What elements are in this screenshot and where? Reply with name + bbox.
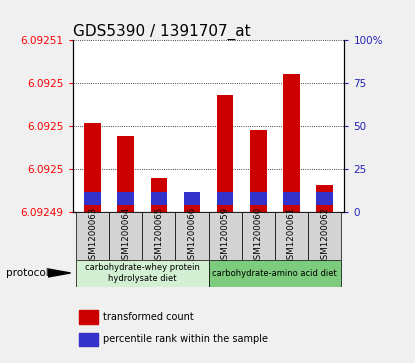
Bar [151, 178, 167, 212]
Bar [79, 333, 98, 346]
Bar [176, 212, 209, 260]
Bar [142, 212, 176, 260]
Text: GSM1200060: GSM1200060 [254, 207, 263, 265]
Bar [250, 130, 266, 212]
Text: GSM1200065: GSM1200065 [154, 207, 164, 265]
Polygon shape [48, 269, 71, 277]
Text: transformed count: transformed count [103, 312, 193, 322]
Text: GSM1200059: GSM1200059 [221, 207, 229, 265]
Bar [109, 212, 142, 260]
Bar [84, 192, 101, 205]
Bar [308, 212, 341, 260]
Text: GDS5390 / 1391707_at: GDS5390 / 1391707_at [73, 24, 250, 40]
Text: GSM1200061: GSM1200061 [287, 207, 296, 265]
Bar [316, 192, 333, 205]
Bar [117, 136, 134, 212]
Bar [275, 212, 308, 260]
Bar [283, 192, 300, 205]
Text: carbohydrate-whey protein
hydrolysate diet: carbohydrate-whey protein hydrolysate di… [85, 264, 200, 283]
Bar [79, 310, 98, 324]
Text: protocol: protocol [6, 268, 49, 278]
Text: GSM1200066: GSM1200066 [188, 207, 196, 265]
Text: GSM1200064: GSM1200064 [121, 207, 130, 265]
Text: carbohydrate-amino acid diet: carbohydrate-amino acid diet [212, 269, 337, 278]
Bar [184, 192, 200, 205]
Bar [242, 212, 275, 260]
Bar [283, 74, 300, 212]
Bar [209, 260, 341, 287]
Text: GSM1200062: GSM1200062 [320, 207, 329, 265]
Bar [151, 192, 167, 205]
Bar [184, 199, 200, 212]
Bar [209, 212, 242, 260]
Text: GSM1200063: GSM1200063 [88, 207, 97, 265]
Bar [84, 123, 101, 212]
Text: percentile rank within the sample: percentile rank within the sample [103, 334, 268, 344]
Bar [76, 260, 209, 287]
Bar [250, 192, 266, 205]
Bar [217, 192, 233, 205]
Bar [217, 95, 233, 212]
Bar [76, 212, 109, 260]
Bar [316, 185, 333, 212]
Bar [117, 192, 134, 205]
